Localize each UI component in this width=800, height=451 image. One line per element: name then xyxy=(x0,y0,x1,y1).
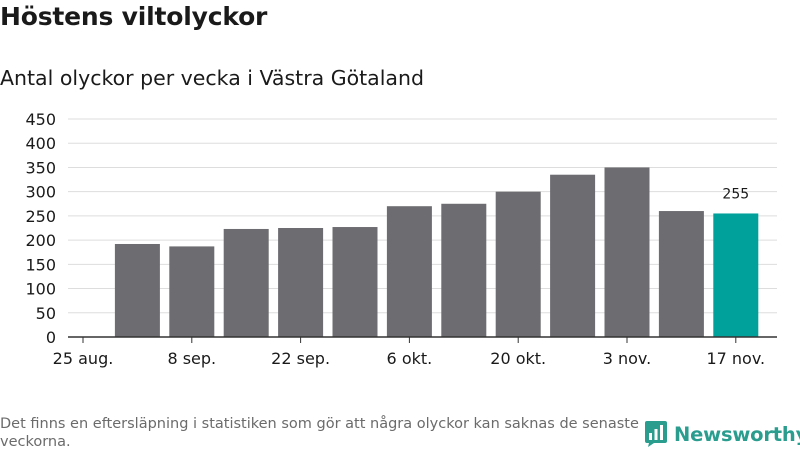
bar xyxy=(441,203,487,337)
bar xyxy=(495,191,541,337)
y-tick-label: 250 xyxy=(25,207,56,226)
x-tick-label: 17 nov. xyxy=(706,349,765,368)
bar xyxy=(386,206,432,337)
y-tick-label: 400 xyxy=(25,134,56,153)
x-tick-label: 6 okt. xyxy=(387,349,433,368)
chart-subtitle: Antal olyckor per vecka i Västra Götalan… xyxy=(0,66,424,90)
y-tick-label: 0 xyxy=(46,328,56,347)
bar xyxy=(114,243,160,337)
bar-chart: 0 50 100 150 200 250 300 350 400 450 255 25 aug. 8 s… xyxy=(25,110,777,368)
bar-highlight xyxy=(713,213,759,337)
bar xyxy=(658,211,704,337)
bar xyxy=(169,246,215,337)
bar-chart-logo-icon xyxy=(645,421,667,447)
y-tick-label: 300 xyxy=(25,183,56,202)
x-tick-label: 20 okt. xyxy=(490,349,546,368)
y-tick-label: 450 xyxy=(25,110,56,129)
bar xyxy=(278,228,324,337)
y-tick-label: 200 xyxy=(25,231,56,250)
bar xyxy=(550,174,596,337)
data-label: 255 xyxy=(722,186,749,202)
chart-title: Höstens viltolyckor xyxy=(0,2,268,31)
y-tick-label: 100 xyxy=(25,280,56,299)
newsworthy-logo[interactable]: Newsworthy xyxy=(644,419,800,449)
y-tick-label: 50 xyxy=(36,304,56,323)
y-tick-label: 350 xyxy=(25,158,56,177)
y-tick-label: 150 xyxy=(25,255,56,274)
footnote: Det finns en eftersläpning i statistiken… xyxy=(0,416,639,450)
bar xyxy=(604,167,650,337)
logo-text: Newsworthy xyxy=(674,422,800,446)
x-tick-label: 22 sep. xyxy=(271,349,330,368)
bar xyxy=(223,228,269,337)
x-tick-label: 8 sep. xyxy=(167,349,216,368)
bar xyxy=(332,227,378,337)
x-tick-label: 25 aug. xyxy=(53,349,114,368)
x-tick-label: 3 nov. xyxy=(603,349,652,368)
